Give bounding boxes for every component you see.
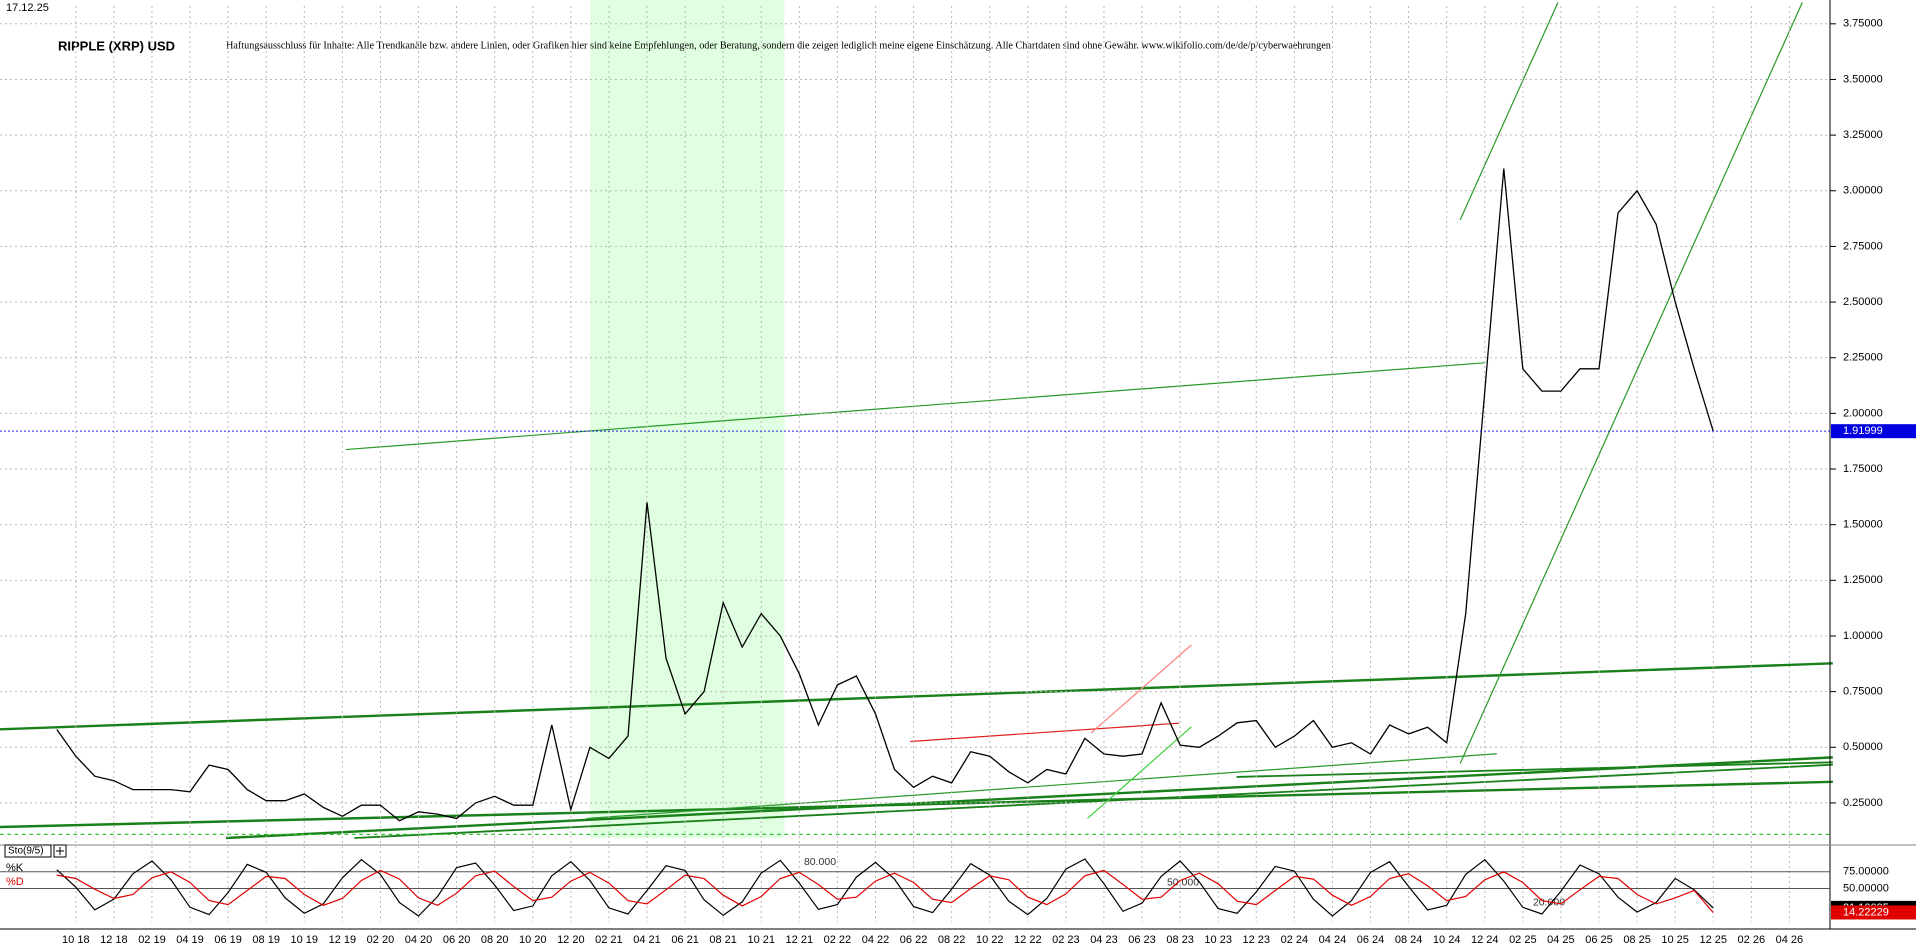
legend-entry: %D <box>6 876 24 888</box>
x-tick-label: 08 24 <box>1395 934 1423 946</box>
x-tick-label: 04 20 <box>405 934 433 946</box>
x-tick-label: 04 23 <box>1090 934 1118 946</box>
x-tick-label: 12 20 <box>557 934 585 946</box>
trendline <box>354 763 1833 839</box>
x-tick-label: 08 23 <box>1166 934 1194 946</box>
x-tick-label: 10 20 <box>519 934 547 946</box>
x-tick-label: 12 21 <box>786 934 814 946</box>
trendline <box>1459 2 1803 764</box>
x-tick-label: 04 21 <box>633 934 661 946</box>
y-tick-label: 0.25000 <box>1843 797 1883 809</box>
trendline <box>1236 761 1833 778</box>
trendline <box>0 662 1833 731</box>
y2-tick-label: 75.00000 <box>1843 866 1889 878</box>
x-tick-label: 02 23 <box>1052 934 1080 946</box>
x-tick-label: 02 26 <box>1738 934 1766 946</box>
x-tick-label: 10 25 <box>1661 934 1689 946</box>
x-tick-label: 10 18 <box>62 934 90 946</box>
chart-title: RIPPLE (XRP) USD <box>58 38 175 53</box>
add-icon <box>56 847 64 855</box>
x-tick-label: 02 20 <box>367 934 395 946</box>
indicator-box <box>4 844 52 858</box>
x-tick-label: 04 24 <box>1319 934 1347 946</box>
y-tick-label: 3.75000 <box>1843 18 1883 30</box>
last-price-label: 1.91999 <box>1843 425 1883 437</box>
indicator-line <box>56 858 1714 917</box>
y-tick-label: 1.50000 <box>1843 519 1883 531</box>
indicator-line <box>56 869 1714 913</box>
x-tick-label: 06 20 <box>443 934 471 946</box>
x-tick-label: 08 25 <box>1623 934 1651 946</box>
y-tick-label: 3.50000 <box>1843 73 1883 85</box>
x-tick-label: 06 21 <box>671 934 699 946</box>
x-tick-label: 12 19 <box>329 934 357 946</box>
x-tick-label: 12 24 <box>1471 934 1499 946</box>
x-tick-label: 08 22 <box>938 934 966 946</box>
x-tick-label: 12 22 <box>1014 934 1042 946</box>
trendline <box>910 722 1180 743</box>
x-tick-label: 08 20 <box>481 934 509 946</box>
x-tick-label: 12 25 <box>1699 934 1727 946</box>
value-label: 14.22229 <box>1843 906 1889 918</box>
trendline <box>225 756 1833 840</box>
highlight-zone <box>590 0 785 839</box>
price-line <box>56 168 1714 822</box>
y-tick-label: 3.00000 <box>1843 185 1883 197</box>
x-tick-label: 06 19 <box>214 934 242 946</box>
y-tick-label: 1.25000 <box>1843 574 1883 586</box>
trendline <box>586 753 1497 820</box>
y-tick-label: 0.50000 <box>1843 741 1883 753</box>
x-tick-label: 10 21 <box>747 934 775 946</box>
x-tick-label: 08 21 <box>709 934 737 946</box>
x-tick-label: 02 25 <box>1509 934 1537 946</box>
x-tick-label: 06 23 <box>1128 934 1156 946</box>
trendline <box>1090 644 1192 734</box>
value-box <box>1831 905 1916 920</box>
x-tick-label: 06 25 <box>1585 934 1613 946</box>
x-tick-label: 02 19 <box>138 934 166 946</box>
level-label: 80.000 <box>804 856 836 868</box>
x-tick-label: 12 18 <box>100 934 128 946</box>
x-tick-label: 08 19 <box>252 934 280 946</box>
disclaimer: Haftungsausschluss für Inhalte: Alle Tre… <box>226 40 1331 51</box>
x-tick-label: 04 22 <box>862 934 890 946</box>
y-tick-label: 2.50000 <box>1843 296 1883 308</box>
y-tick-label: 2.25000 <box>1843 352 1883 364</box>
y-tick-label: 2.00000 <box>1843 407 1883 419</box>
legend-entry: %K <box>6 862 24 874</box>
x-tick-label: 04 25 <box>1547 934 1575 946</box>
indicator-label: Sto(9/5) <box>8 846 44 857</box>
x-tick-label: 02 24 <box>1281 934 1309 946</box>
y-tick-label: 3.25000 <box>1843 129 1883 141</box>
y-tick-label: 1.75000 <box>1843 463 1883 475</box>
y-tick-label: 0.75000 <box>1843 686 1883 698</box>
y-tick-label: 2.75000 <box>1843 240 1883 252</box>
x-tick-label: 12 23 <box>1243 934 1271 946</box>
drawings <box>0 0 1833 840</box>
y2-tick-label: 50.00000 <box>1843 882 1889 894</box>
x-tick-label: 04 26 <box>1776 934 1804 946</box>
y-tick-label: 1.00000 <box>1843 630 1883 642</box>
level-label: 50.000 <box>1167 876 1199 888</box>
last-price-box <box>1831 424 1916 439</box>
x-tick-label: 06 24 <box>1357 934 1385 946</box>
x-tick-label: 10 19 <box>291 934 319 946</box>
x-tick-label: 10 23 <box>1204 934 1232 946</box>
x-tick-label: 04 19 <box>176 934 204 946</box>
trendline <box>1087 726 1192 819</box>
trendline <box>1459 2 1559 221</box>
x-tick-label: 02 22 <box>824 934 852 946</box>
x-tick-label: 02 21 <box>595 934 623 946</box>
x-tick-label: 10 24 <box>1433 934 1461 946</box>
date-label: 17.12.25 <box>6 2 49 14</box>
x-tick-label: 10 22 <box>976 934 1004 946</box>
x-tick-label: 06 22 <box>900 934 928 946</box>
